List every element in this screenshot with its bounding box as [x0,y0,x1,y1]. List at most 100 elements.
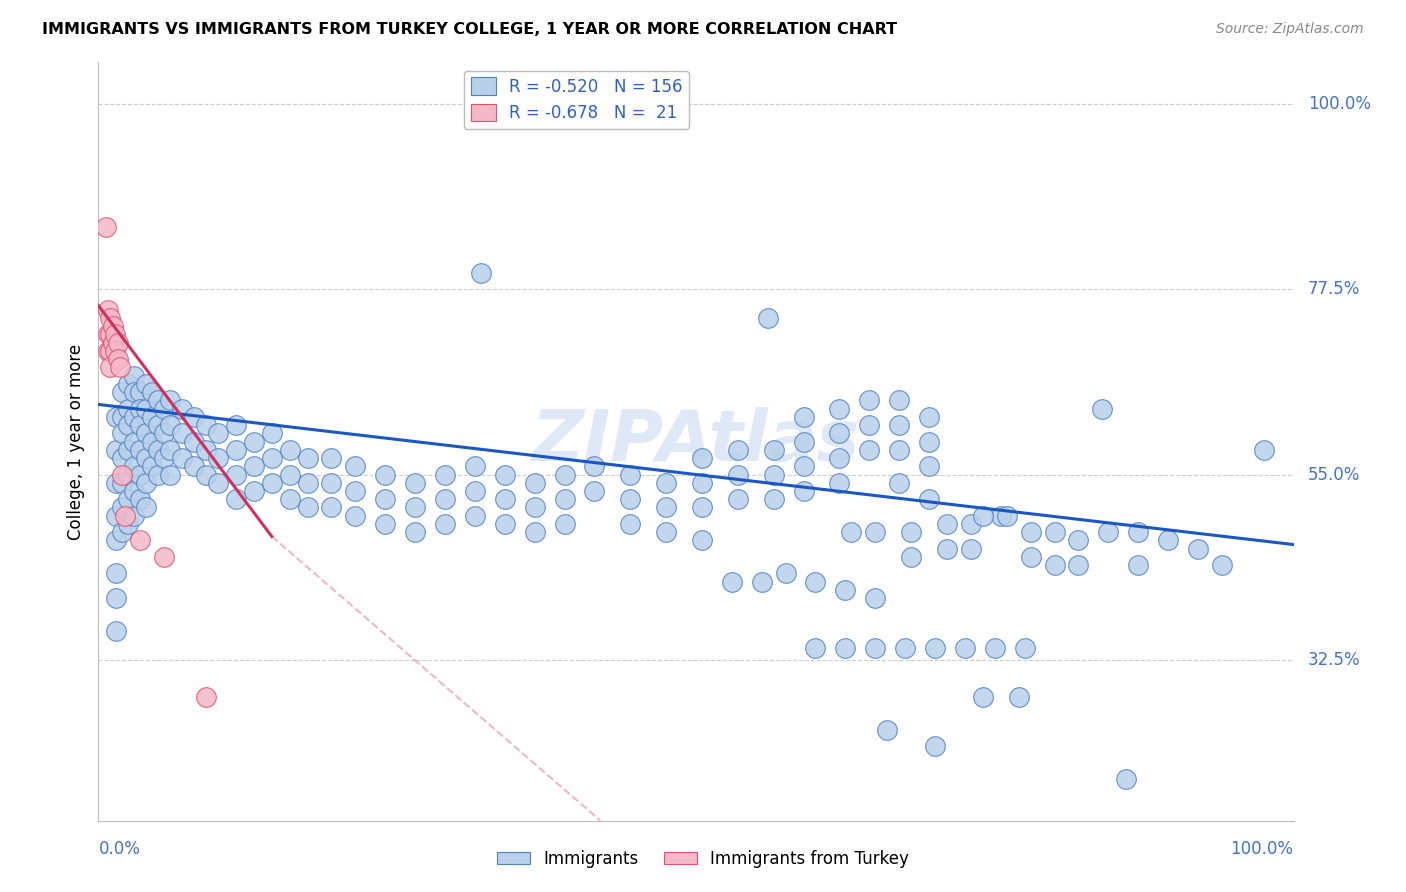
Point [690,533,713,548]
Point [107,352,129,367]
Point [243,483,266,498]
Point [1211,558,1233,573]
Point [727,492,749,507]
Point [865,525,887,540]
Point [841,525,863,540]
Point [344,483,367,498]
Point [865,591,887,606]
Point [243,434,266,449]
Point [159,442,181,457]
Point [135,500,157,515]
Point [374,516,396,531]
Point [104,343,127,358]
Point [727,467,749,482]
Point [225,492,247,507]
Point [321,450,343,465]
Point [1091,401,1114,416]
Point [404,475,426,490]
Point [278,442,301,457]
Point [105,566,128,581]
Point [117,418,139,433]
Text: 32.5%: 32.5% [1308,651,1361,669]
Point [936,541,959,556]
Point [101,335,124,350]
Point [828,475,851,490]
Point [1128,558,1150,573]
Point [111,467,134,482]
Point [1115,772,1137,787]
Point [1187,541,1209,556]
Point [344,459,367,474]
Point [141,434,163,449]
Point [889,418,911,433]
Point [583,483,606,498]
Point [834,640,856,655]
Point [243,459,266,474]
Point [159,467,181,482]
Point [148,418,170,433]
Point [108,360,131,375]
Point [135,401,157,416]
Point [583,459,606,474]
Point [111,385,134,400]
Point [995,508,1018,523]
Point [374,467,396,482]
Point [98,343,122,358]
Point [690,475,713,490]
Point [554,467,576,482]
Point [834,582,856,597]
Point [619,516,641,531]
Point [124,434,146,449]
Point [936,516,959,531]
Point [153,450,176,465]
Point [148,393,170,408]
Point [972,690,994,704]
Point [135,475,157,490]
Point [97,327,120,342]
Point [619,492,641,507]
Point [117,516,139,531]
Text: 100.0%: 100.0% [1308,95,1371,112]
Point [124,368,146,383]
Point [124,385,146,400]
Point [97,302,120,317]
Point [135,450,157,465]
Point [690,450,713,465]
Point [793,483,815,498]
Point [111,450,134,465]
Text: Source: ZipAtlas.com: Source: ZipAtlas.com [1216,22,1364,37]
Point [828,426,851,441]
Point [111,426,134,441]
Point [124,459,146,474]
Point [554,516,576,531]
Point [207,450,229,465]
Point [94,220,117,235]
Point [105,533,128,548]
Point [804,640,827,655]
Point [889,393,911,408]
Point [114,508,136,523]
Point [278,467,301,482]
Point [865,640,887,655]
Point [804,574,827,589]
Point [105,442,128,457]
Point [924,640,946,655]
Point [159,393,181,408]
Point [918,434,941,449]
Point [141,409,163,424]
Text: 77.5%: 77.5% [1308,280,1360,298]
Point [494,516,516,531]
Point [464,508,486,523]
Point [793,409,815,424]
Point [858,442,880,457]
Point [97,343,120,358]
Point [1067,533,1090,548]
Text: IMMIGRANTS VS IMMIGRANTS FROM TURKEY COLLEGE, 1 YEAR OR MORE CORRELATION CHART: IMMIGRANTS VS IMMIGRANTS FROM TURKEY COL… [42,22,897,37]
Point [876,723,898,737]
Point [105,475,128,490]
Point [828,450,851,465]
Point [183,459,205,474]
Point [98,327,122,342]
Point [107,335,129,350]
Point [141,385,163,400]
